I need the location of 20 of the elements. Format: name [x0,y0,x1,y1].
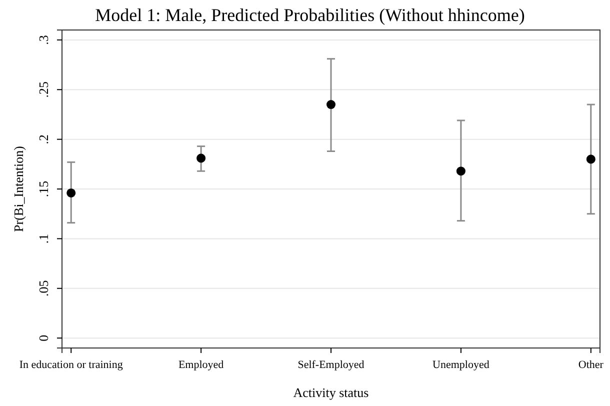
point [196,154,206,163]
x-axis-title: Activity status [293,385,369,400]
x-tick-label: Unemployed [432,359,490,372]
y-tick-label: .25 [36,82,51,98]
x-tick-label: Employed [178,359,224,372]
y-axis-title: Pr(Bi_Intention) [11,146,26,232]
point [326,100,336,110]
y-tick-label: .05 [36,280,51,296]
y-tick-label: .3 [36,35,51,45]
chart-title: Model 1: Male, Predicted Probabilities (Without hhincome) [95,5,525,25]
y-tick-label: 0 [36,334,51,342]
point [66,188,76,198]
y-tick-label: .15 [36,180,51,198]
x-tick-label: Self-Employed [298,359,365,372]
x-tick-label: Other [578,359,604,372]
point [586,154,596,164]
y-tick-label: .2 [36,134,51,144]
y-tick-label: .1 [36,234,51,244]
x-tick-label: In education or training [19,359,124,372]
point [456,166,466,176]
